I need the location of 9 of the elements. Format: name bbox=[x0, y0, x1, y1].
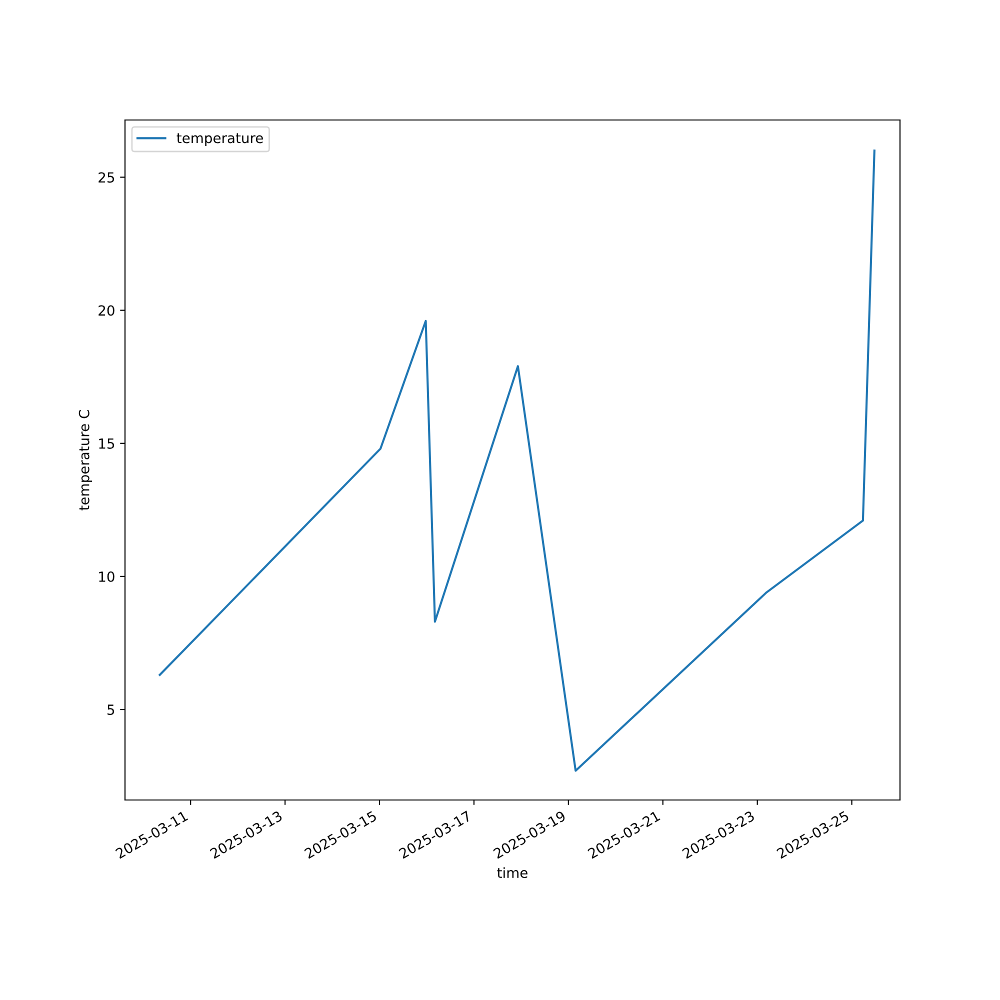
y-axis-title: temperature C bbox=[78, 410, 92, 510]
legend-label: temperature bbox=[176, 133, 263, 146]
line-series bbox=[158, 150, 876, 772]
x-axis-title: time bbox=[497, 867, 528, 878]
y-tick-label: 25 bbox=[98, 172, 114, 183]
y-tick-label: 10 bbox=[99, 571, 114, 582]
y-tick-label: 15 bbox=[99, 438, 114, 449]
y-tick-label: 5 bbox=[108, 704, 114, 715]
y-tick-label: 20 bbox=[98, 305, 114, 316]
